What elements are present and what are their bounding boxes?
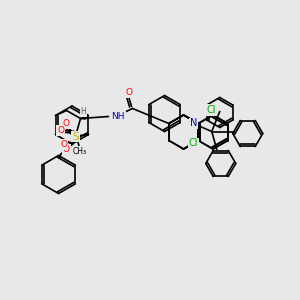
Text: Cl: Cl (206, 105, 216, 115)
Polygon shape (80, 116, 88, 119)
Text: O: O (63, 119, 70, 128)
Text: N: N (190, 118, 197, 128)
Text: O: O (125, 88, 132, 97)
Text: H: H (81, 107, 86, 116)
Text: CH₃: CH₃ (72, 147, 86, 156)
Text: O: O (57, 126, 64, 135)
Text: Cl: Cl (188, 139, 198, 148)
Text: O: O (61, 140, 68, 149)
Text: NH: NH (112, 112, 125, 121)
Text: O: O (63, 145, 70, 154)
Text: S: S (72, 131, 79, 142)
